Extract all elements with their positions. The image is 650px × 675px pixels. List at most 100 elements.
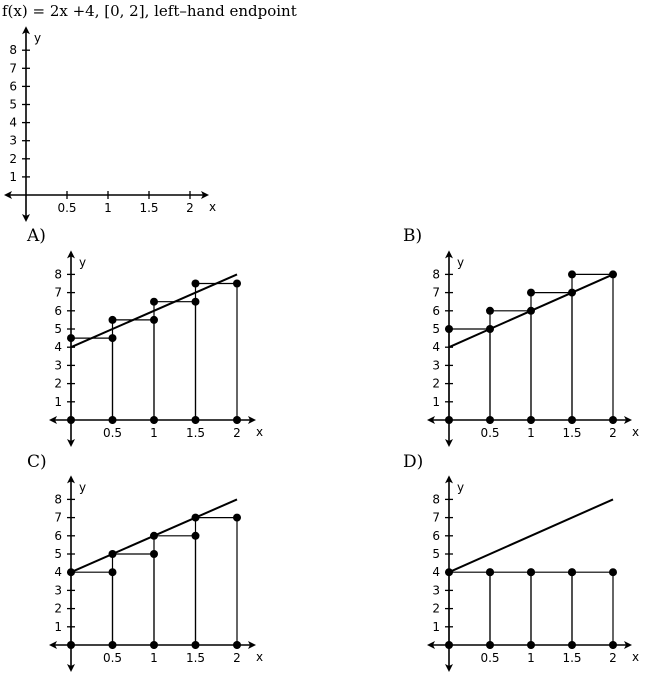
corner-point [108, 568, 117, 577]
corner-point [233, 513, 241, 522]
y-tick-label: 4 [54, 340, 62, 354]
corner-point [486, 568, 494, 577]
y-tick-label: 7 [432, 286, 440, 300]
option-d-label[interactable]: D) [403, 452, 424, 472]
y-tick-label: 2 [432, 377, 440, 391]
y-tick-label: 7 [9, 61, 17, 75]
base-point [486, 416, 494, 424]
y-tick-label: 5 [432, 322, 440, 336]
y-tick-label: 3 [9, 134, 17, 148]
x-axis-arrow-left [427, 641, 435, 649]
base-point [150, 416, 158, 424]
y-axis-arrow-down [22, 214, 30, 222]
x-tick-label: 0.5 [480, 651, 499, 665]
y-tick-label: 3 [54, 358, 62, 372]
base-point [609, 416, 617, 424]
x-axis-arrow-right [248, 416, 256, 424]
chart-panel-3: x y 0.5 1 1.5 2 1 2 3 4 5 6 7 8 [427, 250, 639, 447]
y-tick-label: 5 [54, 322, 62, 336]
x-tick-label: 1.5 [139, 201, 158, 215]
rectangle-3 [530, 292, 573, 420]
base-point [568, 641, 576, 649]
x-tick-label: 1.5 [562, 426, 581, 440]
y-tick-label: 2 [9, 152, 17, 166]
y-tick-label: 7 [432, 511, 440, 525]
base-point [108, 416, 117, 424]
base-point [233, 641, 241, 649]
y-tick-label: 2 [432, 602, 440, 616]
corner-point [233, 279, 241, 288]
x-axis-arrow-right [624, 641, 632, 649]
x-axis-arrow-right [624, 416, 632, 424]
y-tick-label: 5 [54, 547, 62, 561]
y-axis-arrow-up [22, 26, 30, 35]
x-axis-arrow-right [201, 191, 209, 199]
y-tick-label: 6 [432, 529, 440, 543]
rectangle-1 [70, 571, 114, 645]
corner-point [191, 531, 200, 540]
x-axis-arrow-right [248, 641, 256, 649]
rectangle-3 [153, 301, 197, 420]
x-axis-label: x [256, 650, 263, 664]
option-a-label[interactable]: A) [27, 226, 46, 246]
chart-panel-5: x y 0.5 1 1.5 2 1 2 3 4 5 6 7 8 [427, 475, 639, 672]
x-axis-label: x [632, 425, 639, 439]
y-tick-label: 6 [432, 304, 440, 318]
x-tick-label: 1 [150, 651, 158, 665]
x-axis-arrow-left [49, 416, 57, 424]
x-tick-label: 2 [609, 426, 617, 440]
y-axis-arrow-down [67, 439, 75, 447]
rectangle-3 [153, 535, 197, 645]
x-tick-label: 1 [527, 426, 535, 440]
corner-point [445, 568, 453, 577]
y-tick-label: 3 [54, 583, 62, 597]
y-tick-label: 5 [432, 547, 440, 561]
x-tick-label: 0.5 [103, 426, 122, 440]
corner-point [191, 513, 200, 522]
rectangle-4 [571, 571, 614, 645]
y-tick-label: 8 [54, 267, 62, 281]
corner-point [527, 288, 535, 297]
chart-panel-4: x y 0.5 1 1.5 2 1 2 3 4 5 6 7 8 [49, 475, 263, 672]
x-axis-arrow-left [4, 191, 12, 199]
rectangle-2 [111, 319, 155, 420]
x-tick-label: 1.5 [562, 651, 581, 665]
y-axis-arrow-up [67, 475, 75, 484]
y-tick-label: 4 [432, 340, 440, 354]
y-tick-label: 3 [432, 358, 440, 372]
corner-point [108, 334, 117, 343]
y-axis-arrow-down [445, 664, 453, 672]
rectangle-2 [111, 553, 155, 645]
chart-panel-2: x y 0.5 1 1.5 2 1 2 3 4 5 6 7 8 [49, 250, 263, 447]
corner-point [486, 306, 494, 315]
y-tick-label: 8 [54, 492, 62, 506]
corner-point [108, 315, 117, 324]
y-tick-label: 5 [9, 98, 17, 112]
x-tick-label: 0.5 [57, 201, 76, 215]
y-tick-label: 1 [54, 395, 62, 409]
y-tick-label: 1 [432, 395, 440, 409]
base-point [67, 416, 75, 424]
y-axis-arrow-up [445, 250, 453, 259]
y-tick-label: 4 [9, 116, 17, 130]
corner-point [609, 568, 617, 577]
x-axis-arrow-left [49, 641, 57, 649]
y-tick-label: 8 [432, 267, 440, 281]
x-tick-label: 1 [104, 201, 112, 215]
corner-point [150, 315, 158, 324]
base-point [445, 641, 453, 649]
y-axis-arrow-up [67, 250, 75, 259]
x-axis-arrow-left [427, 416, 435, 424]
corner-point [568, 270, 576, 279]
option-b-label[interactable]: B) [403, 226, 423, 246]
base-point [445, 416, 453, 424]
chart-panel-1: x y 0.5 1 1.5 2 1 2 3 4 5 6 7 8 [4, 26, 216, 222]
corner-point [150, 550, 158, 558]
y-tick-label: 7 [54, 286, 62, 300]
option-c-label[interactable]: C) [27, 452, 47, 472]
y-axis-label: y [457, 480, 464, 494]
y-axis-arrow-down [67, 664, 75, 672]
base-point [150, 641, 158, 649]
problem-statement: f(x) = 2x +4, [0, 2], left–hand endpoint [2, 2, 297, 20]
base-point [527, 641, 535, 649]
